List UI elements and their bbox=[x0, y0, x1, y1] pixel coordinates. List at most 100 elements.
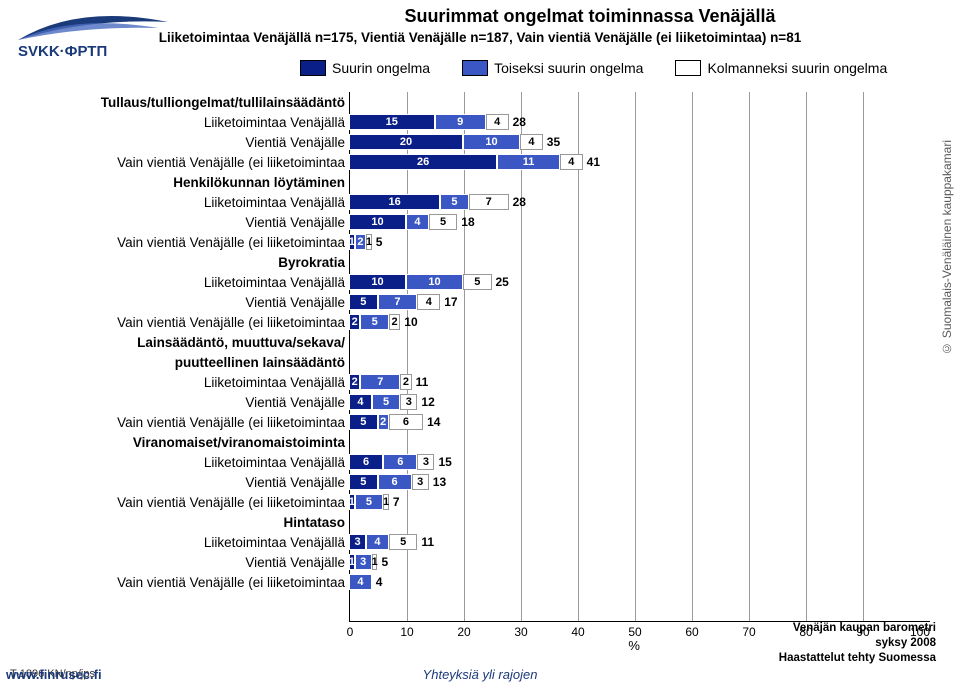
bar-row: Vientiä Venäjälle57417 bbox=[0, 292, 930, 312]
bar-segment: 10 bbox=[406, 274, 463, 290]
bar-segment: 4 bbox=[406, 214, 429, 230]
legend-label: Toiseksi suurin ongelma bbox=[494, 60, 643, 76]
bar-total: 18 bbox=[461, 215, 474, 229]
chart-subtitle: Liiketoimintaa Venäjällä n=175, Vientiä … bbox=[0, 30, 960, 45]
bar-segment: 3 bbox=[400, 394, 417, 410]
bar-row: Vientiä Venäjälle2010435 bbox=[0, 132, 930, 152]
bar-total: 28 bbox=[513, 115, 526, 129]
bar-segment: 5 bbox=[349, 294, 378, 310]
bar-segment: 11 bbox=[497, 154, 560, 170]
row-label: Vientiä Venäjälle bbox=[0, 555, 349, 570]
row-label: Vain vientiä Venäjälle (ei liiketoiminta… bbox=[0, 495, 349, 510]
bar-segment: 7 bbox=[469, 194, 509, 210]
bar-lane: 2010435 bbox=[349, 132, 930, 152]
bar-row: Vain vientiä Venäjälle (ei liiketoiminta… bbox=[0, 572, 930, 592]
bar-total: 25 bbox=[496, 275, 509, 289]
footer-right-line: syksy 2008 bbox=[779, 636, 936, 651]
row-label: Liiketoimintaa Venäjällä bbox=[0, 115, 349, 130]
bar-segment: 3 bbox=[349, 534, 366, 550]
bar-segment: 4 bbox=[349, 574, 372, 590]
bar-row: Liiketoimintaa Venäjällä34511 bbox=[0, 532, 930, 552]
legend: Suurin ongelma Toiseksi suurin ongelma Kol… bbox=[300, 60, 887, 76]
group-heading-label: Tullaus/tulliongelmat/tullilainsäädäntö bbox=[0, 95, 349, 110]
copyright-vertical: © Suomalais-Venäläinen kauppakamari bbox=[940, 140, 954, 355]
bar-row: Vientiä Venäjälle56313 bbox=[0, 472, 930, 492]
group-heading-label: puutteellinen lainsäädäntö bbox=[0, 355, 349, 370]
bar-segment: 1 bbox=[383, 494, 389, 510]
bar-segment: 9 bbox=[435, 114, 486, 130]
bar-lane: 27211 bbox=[349, 372, 930, 392]
bar-total: 13 bbox=[433, 475, 446, 489]
bar-lane: 1010525 bbox=[349, 272, 930, 292]
chart-area: % 0102030405060708090100 Tullaus/tullion… bbox=[0, 92, 930, 652]
row-label: Liiketoimintaa Venäjällä bbox=[0, 455, 349, 470]
bar-segment: 26 bbox=[349, 154, 497, 170]
bar-segment: 1 bbox=[372, 554, 378, 570]
group-heading: Henkilökunnan löytäminen bbox=[0, 172, 930, 192]
bar-segment: 15 bbox=[349, 114, 435, 130]
row-label: Vientiä Venäjälle bbox=[0, 295, 349, 310]
legend-item: Toiseksi suurin ongelma bbox=[462, 60, 643, 76]
bar-total: 17 bbox=[444, 295, 457, 309]
bar-segment: 5 bbox=[360, 314, 389, 330]
row-label: Vientiä Venäjälle bbox=[0, 475, 349, 490]
bar-lane: 165728 bbox=[349, 192, 930, 212]
bar-total: 15 bbox=[438, 455, 451, 469]
group-heading: Viranomaiset/viranomaistoiminta bbox=[0, 432, 930, 452]
bar-lane: 57417 bbox=[349, 292, 930, 312]
group-heading: puutteellinen lainsäädäntö bbox=[0, 352, 930, 372]
bar-row: Liiketoimintaa Venäjällä66315 bbox=[0, 452, 930, 472]
footer-right-line: Haastattelut tehty Suomessa bbox=[779, 651, 936, 666]
bar-row: Vientiä Venäjälle104518 bbox=[0, 212, 930, 232]
legend-swatch bbox=[675, 60, 701, 76]
bar-lane: 44 bbox=[349, 572, 930, 592]
group-heading-label: Byrokratia bbox=[0, 255, 349, 270]
logo-text: SVKK·ФРТП bbox=[18, 43, 178, 60]
bar-segment: 16 bbox=[349, 194, 440, 210]
bar-lane: 252 10 bbox=[349, 312, 930, 332]
bar-row: Vain vientiä Venäjälle (ei liiketoiminta… bbox=[0, 312, 930, 332]
group-heading: Lainsäädäntö, muuttuva/sekava/ bbox=[0, 332, 930, 352]
bar-segment: 1 bbox=[366, 234, 372, 250]
bar-total: 10 bbox=[404, 315, 417, 329]
chart-title: Suurimmat ongelmat toiminnassa Venäjällä bbox=[260, 6, 920, 27]
bar-total: 7 bbox=[393, 495, 400, 509]
footer-center-slogan: Yhteyksiä yli rajojen bbox=[423, 667, 538, 682]
bar-lane: 1594 28 bbox=[349, 112, 930, 132]
bar-row: Vain vientiä Venäjälle (ei liiketoiminta… bbox=[0, 152, 930, 172]
axis-pct-label: % bbox=[628, 638, 640, 653]
group-heading-label: Lainsäädäntö, muuttuva/sekava/ bbox=[0, 335, 349, 350]
bar-segment: 6 bbox=[378, 474, 412, 490]
bar-segment: 10 bbox=[463, 134, 520, 150]
bar-total: 12 bbox=[421, 395, 434, 409]
row-label: Liiketoimintaa Venäjällä bbox=[0, 195, 349, 210]
bar-segment: 2 bbox=[389, 314, 400, 330]
bar-segment: 5 bbox=[389, 534, 418, 550]
x-tick: 30 bbox=[514, 625, 527, 639]
bar-segment: 20 bbox=[349, 134, 463, 150]
bar-total: 5 bbox=[376, 235, 383, 249]
row-label: Vientiä Venäjälle bbox=[0, 215, 349, 230]
x-tick: 40 bbox=[571, 625, 584, 639]
row-label: Vientiä Venäjälle bbox=[0, 395, 349, 410]
bar-total: 41 bbox=[587, 155, 600, 169]
bar-row: Vain vientiä Venäjälle (ei liiketoiminta… bbox=[0, 412, 930, 432]
group-heading: Byrokratia bbox=[0, 252, 930, 272]
bar-segment: 10 bbox=[349, 214, 406, 230]
legend-label: Suurin ongelma bbox=[332, 60, 430, 76]
bar-segment: 4 bbox=[349, 394, 372, 410]
legend-label: Kolmanneksi suurin ongelma bbox=[707, 60, 887, 76]
bar-segment: 4 bbox=[486, 114, 509, 130]
footer-right-line: Venäjän kaupan barometri bbox=[779, 621, 936, 636]
bar-lane: 453 12 bbox=[349, 392, 930, 412]
bar-segment: 3 bbox=[412, 474, 429, 490]
x-tick: 10 bbox=[400, 625, 413, 639]
x-tick: 70 bbox=[742, 625, 755, 639]
bar-segment: 2 bbox=[349, 314, 360, 330]
bar-lane: 66315 bbox=[349, 452, 930, 472]
bar-lane: 2611441 bbox=[349, 152, 930, 172]
bar-segment: 5 bbox=[372, 394, 401, 410]
bar-segment: 4 bbox=[366, 534, 389, 550]
legend-swatch bbox=[462, 60, 488, 76]
row-label: Vain vientiä Venäjälle (ei liiketoiminta… bbox=[0, 155, 349, 170]
